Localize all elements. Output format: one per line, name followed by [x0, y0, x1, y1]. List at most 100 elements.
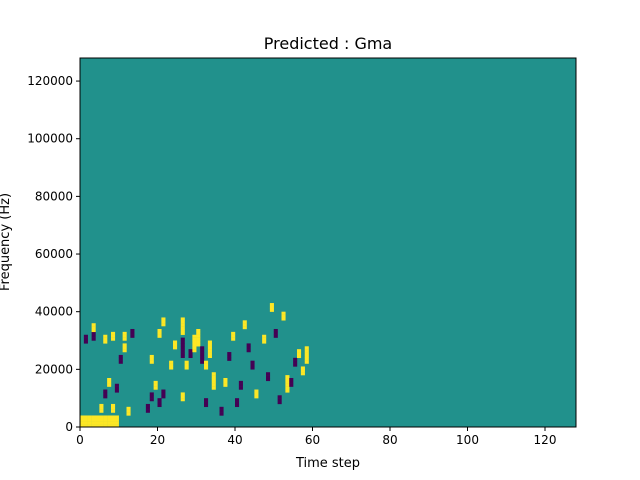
heatmap-cell — [300, 366, 305, 370]
heatmap-cells — [80, 303, 309, 428]
heatmap-cell — [130, 334, 135, 338]
heatmap-cell — [122, 346, 127, 350]
heatmap-cell — [223, 383, 228, 387]
plot-area — [80, 58, 576, 428]
heatmap-cell — [99, 403, 104, 408]
heatmap-cell — [219, 406, 224, 410]
heatmap-cell — [111, 403, 116, 408]
heatmap-cell — [130, 328, 135, 333]
heatmap-cell — [126, 406, 131, 410]
heatmap-cell — [83, 415, 88, 419]
heatmap-cell — [103, 418, 108, 422]
heatmap-cell — [118, 357, 123, 361]
heatmap-cell — [242, 320, 247, 324]
heatmap-cell — [111, 409, 116, 413]
heatmap-cell — [87, 415, 92, 419]
heatmap-cell — [111, 337, 116, 341]
heatmap-cell — [211, 372, 216, 376]
heatmap-cell — [269, 308, 274, 312]
heatmap-cell — [204, 398, 209, 402]
heatmap-cell — [231, 331, 236, 335]
heatmap-cell — [196, 334, 201, 338]
y-tick-label: 20000 — [35, 362, 73, 376]
heatmap-cell — [161, 323, 166, 327]
heatmap-cell — [281, 314, 286, 318]
heatmap-cell — [184, 366, 189, 370]
heatmap-cell — [180, 320, 185, 324]
heatmap-cell — [180, 337, 185, 341]
heatmap-cell — [111, 415, 116, 419]
heatmap-cell — [246, 349, 251, 353]
heatmap-cell — [111, 334, 116, 338]
heatmap-cell — [304, 360, 309, 364]
heatmap-cell — [161, 320, 166, 324]
heatmap-cell — [254, 389, 259, 393]
heatmap-cell — [300, 369, 305, 373]
heatmap-cell — [211, 377, 216, 382]
heatmap-cell — [192, 337, 197, 341]
heatmap-background — [80, 58, 576, 427]
heatmap-cell — [103, 337, 108, 341]
heatmap-cell — [126, 409, 131, 413]
heatmap-cell — [200, 346, 205, 350]
heatmap-cell — [196, 343, 201, 347]
heatmap-cell — [207, 354, 212, 359]
heatmap-cell — [114, 421, 119, 425]
heatmap-cell — [149, 360, 154, 364]
heatmap-cell — [95, 424, 100, 428]
plot-frame — [79, 57, 577, 428]
heatmap-cell — [204, 403, 209, 408]
heatmap-cell — [211, 383, 216, 387]
heatmap-cell — [207, 340, 212, 344]
heatmap-cell — [238, 386, 243, 390]
heatmap-cell — [238, 380, 243, 384]
heatmap-cell — [99, 418, 104, 422]
heatmap-cell — [262, 334, 267, 338]
heatmap-cell — [266, 375, 271, 379]
heatmap-cell — [149, 354, 154, 359]
heatmap-cell — [200, 357, 205, 361]
heatmap-cell — [204, 360, 209, 364]
heatmap-cell — [200, 349, 205, 353]
heatmap-cell — [91, 418, 96, 422]
heatmap-cell — [188, 349, 193, 353]
heatmap-cell — [95, 415, 100, 419]
heatmap-cell — [149, 357, 154, 361]
heatmap-cell — [180, 352, 185, 356]
heatmap-cell — [192, 346, 197, 350]
heatmap-cell — [204, 366, 209, 370]
heatmap-cell — [200, 360, 205, 364]
heatmap-cell — [80, 424, 85, 428]
heatmap-cell — [111, 424, 116, 428]
heatmap-cell — [250, 360, 255, 364]
heatmap-cell — [91, 334, 96, 338]
heatmap-cell — [103, 389, 108, 393]
heatmap-cell — [87, 421, 92, 425]
heatmap-cell — [114, 383, 119, 387]
heatmap-cell — [184, 363, 189, 367]
heatmap-cell — [285, 389, 290, 393]
heatmap-cell — [297, 352, 302, 356]
heatmap-cell — [114, 424, 119, 428]
heatmap-cell — [118, 354, 123, 359]
heatmap-cell — [262, 337, 267, 341]
x-tick-label: 80 — [382, 433, 397, 447]
heatmap-cell — [227, 354, 232, 359]
heatmap-cell — [122, 334, 127, 338]
heatmap-cell — [149, 398, 154, 402]
heatmap-cell — [196, 331, 201, 335]
heatmap-cell — [91, 326, 96, 330]
heatmap-cell — [99, 415, 104, 419]
heatmap-cell — [200, 354, 205, 359]
heatmap-cell — [300, 372, 305, 376]
heatmap-cell — [297, 354, 302, 359]
heatmap-cell — [91, 421, 96, 425]
heatmap-cell — [118, 360, 123, 364]
heatmap-cell — [227, 357, 232, 361]
heatmap-cell — [107, 377, 112, 382]
heatmap-cell — [250, 366, 255, 370]
heatmap-cell — [157, 334, 162, 338]
heatmap-cell — [207, 346, 212, 350]
heatmap-cell — [196, 340, 201, 344]
heatmap-cell — [196, 328, 201, 333]
